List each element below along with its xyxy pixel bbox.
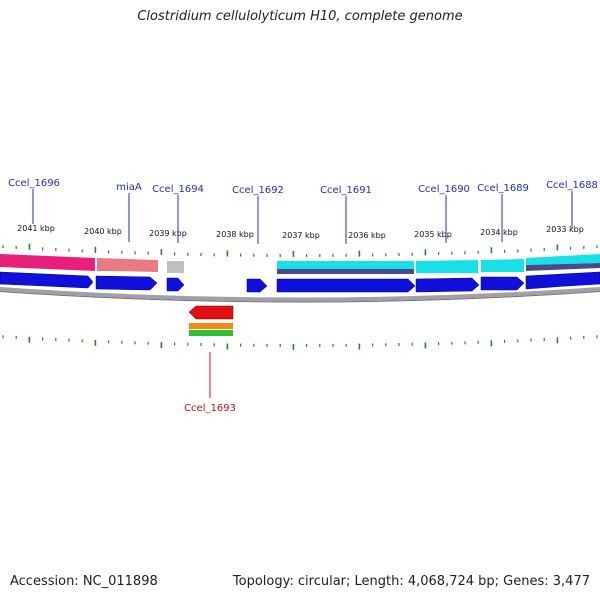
genome-backbone-shadow bbox=[0, 291, 600, 303]
gene-label: Ccel_1692 bbox=[232, 185, 284, 196]
gene-label: Ccel_1691 bbox=[320, 185, 372, 196]
track-slate-segment-2 bbox=[526, 263, 600, 271]
scale-label: 2033 kbp bbox=[546, 225, 584, 234]
scale-labels: 2041 kbp 2040 kbp 2039 kbp 2038 kbp 2037… bbox=[17, 224, 584, 240]
track-grey-segment bbox=[167, 261, 184, 273]
track-cyan-segment-4 bbox=[526, 254, 600, 265]
genome-stats-text: Topology: circular; Length: 4,068,724 bp… bbox=[232, 574, 590, 589]
gene-label: Ccel_1696 bbox=[8, 178, 60, 189]
scale-label: 2035 kbp bbox=[414, 230, 452, 239]
scale-label: 2040 kbp bbox=[84, 227, 122, 236]
accession-text: Accession: NC_011898 bbox=[10, 574, 158, 589]
scale-label: 2034 kbp bbox=[480, 228, 518, 237]
cds-arrow-forward bbox=[166, 277, 185, 292]
cds-arrow-reverse bbox=[188, 305, 234, 320]
track-cyan-segment-1 bbox=[277, 261, 414, 269]
gene-label: Ccel_1694 bbox=[152, 184, 204, 195]
forward-cds-track bbox=[0, 271, 600, 293]
genome-backbone bbox=[0, 287, 600, 302]
gene-label: Ccel_1688 bbox=[546, 180, 598, 191]
cds-arrow-forward bbox=[0, 271, 94, 289]
track-green-segment bbox=[189, 330, 233, 336]
feature-track-colored bbox=[0, 254, 600, 274]
track-magenta-segment bbox=[0, 254, 95, 271]
scale-label: 2037 kbp bbox=[282, 231, 320, 240]
gene-label: Ccel_1690 bbox=[418, 184, 470, 195]
cds-arrow-forward bbox=[480, 276, 525, 291]
track-cyan-segment-3 bbox=[481, 259, 524, 272]
reverse-cds-track bbox=[188, 305, 234, 336]
scale-label: 2039 kbp bbox=[149, 229, 187, 238]
scale-label: 2041 kbp bbox=[17, 224, 55, 233]
cds-arrow-forward bbox=[415, 277, 480, 293]
inner-tick-ring bbox=[2, 335, 598, 350]
scale-label: 2038 kbp bbox=[216, 230, 254, 239]
gene-labels: Ccel_1696 miaA Ccel_1694 Ccel_1692 Ccel_… bbox=[8, 178, 598, 414]
cds-arrow-forward bbox=[95, 275, 158, 291]
cds-arrow-forward bbox=[276, 278, 416, 293]
cds-arrow-forward bbox=[246, 278, 268, 293]
scale-label: 2036 kbp bbox=[348, 231, 386, 240]
map-title: Clostridium cellulolyticum H10, complete… bbox=[137, 9, 463, 24]
gene-label: miaA bbox=[116, 182, 142, 193]
track-cyan-segment-2 bbox=[416, 260, 478, 273]
track-slate-segment-1 bbox=[277, 269, 414, 274]
track-orange-segment bbox=[189, 323, 233, 329]
gene-label-reverse: Ccel_1693 bbox=[184, 403, 236, 414]
outer-tick-ring bbox=[2, 243, 598, 257]
cds-arrow-forward bbox=[525, 271, 600, 290]
gene-label: Ccel_1689 bbox=[477, 183, 529, 194]
track-salmon-segment bbox=[97, 258, 158, 272]
gene-label-leaders bbox=[32, 189, 573, 398]
